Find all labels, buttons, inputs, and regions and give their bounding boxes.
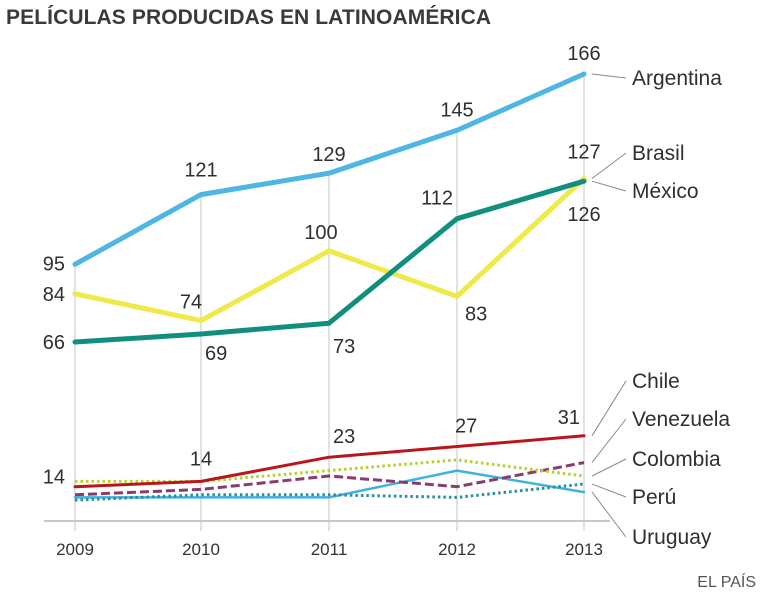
leader-line-perú bbox=[591, 483, 627, 498]
series-line-chile bbox=[73, 434, 586, 489]
series-label-colombia: Colombia bbox=[632, 448, 721, 471]
x-tick-label: 2011 bbox=[311, 540, 348, 559]
data-label: 129 bbox=[312, 144, 345, 166]
data-label: 127 bbox=[567, 142, 600, 164]
data-label: 95 bbox=[43, 253, 65, 275]
leader-line-brasil bbox=[591, 152, 627, 179]
data-label: 84 bbox=[43, 284, 65, 306]
series-label-méxico: México bbox=[632, 180, 699, 203]
series-label-chile: Chile bbox=[632, 370, 680, 393]
data-label: 83 bbox=[465, 303, 487, 325]
x-tick-label: 2010 bbox=[182, 540, 220, 559]
series-line-perú bbox=[74, 482, 585, 502]
leader-line-méxico bbox=[591, 180, 627, 192]
data-label: 74 bbox=[180, 292, 202, 314]
leader-line-argentina bbox=[591, 73, 627, 79]
x-tick-label: 2009 bbox=[56, 540, 94, 559]
data-label: 31 bbox=[558, 407, 580, 429]
data-label: 66 bbox=[43, 332, 65, 354]
series-name-labels: Argentina Brasil México Chile Venezuela Colom… bbox=[591, 67, 730, 549]
leader-line-venezuela bbox=[591, 418, 627, 463]
x-tick-label: 2013 bbox=[565, 540, 603, 559]
x-tick-label: 2012 bbox=[438, 540, 476, 559]
data-label: 14 bbox=[190, 448, 212, 470]
series-label-venezuela: Venezuela bbox=[632, 408, 730, 431]
data-label: 69 bbox=[205, 343, 227, 365]
series-line-venezuela bbox=[74, 461, 585, 497]
series-label-brasil: Brasil bbox=[632, 142, 685, 165]
x-axis-ticks: 2009 2010 2011 2012 2013 bbox=[56, 540, 603, 559]
data-label: 126 bbox=[567, 204, 600, 226]
data-label: 112 bbox=[421, 188, 453, 210]
series-label-argentina: Argentina bbox=[632, 67, 722, 90]
source-credit: EL PAÍS bbox=[697, 574, 756, 591]
series-line-méxico bbox=[72, 178, 587, 345]
data-labels: 95 121 129 145 166 84 74 100 83 127 66 69 73 112 126 14… bbox=[43, 43, 601, 488]
data-label: 121 bbox=[184, 160, 217, 182]
series-lines bbox=[72, 71, 587, 502]
data-label: 73 bbox=[333, 336, 355, 358]
leader-line-uruguay bbox=[591, 491, 627, 538]
series-line-argentina bbox=[72, 71, 587, 267]
data-label: 166 bbox=[567, 43, 600, 65]
leader-line-chile bbox=[591, 380, 627, 437]
series-label-perú: Perú bbox=[632, 486, 676, 509]
leader-line-colombia bbox=[591, 458, 627, 477]
data-label: 14 bbox=[43, 466, 65, 488]
data-label: 27 bbox=[455, 416, 477, 438]
data-label: 100 bbox=[304, 222, 337, 244]
series-line-colombia bbox=[75, 458, 585, 483]
series-line-brasil bbox=[72, 176, 587, 324]
gridlines bbox=[74, 74, 585, 531]
data-label: 145 bbox=[440, 99, 473, 121]
data-label: 23 bbox=[333, 426, 355, 448]
chart-title: PELÍCULAS PRODUCIDAS EN LATINOAMÉRICA bbox=[6, 6, 492, 29]
series-label-uruguay: Uruguay bbox=[632, 526, 712, 549]
